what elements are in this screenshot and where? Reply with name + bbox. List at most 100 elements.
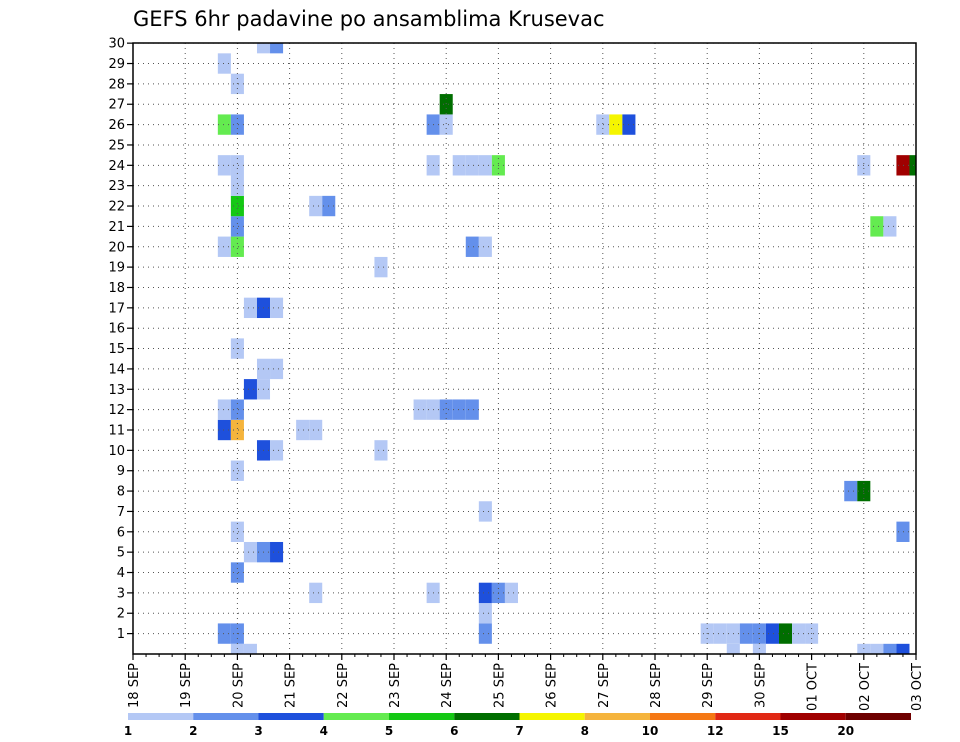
cell-53 bbox=[270, 358, 284, 380]
cell-37 bbox=[270, 440, 284, 461]
cell-65 bbox=[883, 216, 897, 237]
y-tick-label-11: 11 bbox=[108, 424, 125, 439]
cell-55 bbox=[243, 297, 257, 319]
cell-80 bbox=[217, 114, 231, 135]
y-tick-label-19: 19 bbox=[108, 261, 125, 276]
cell-59 bbox=[217, 236, 231, 257]
cell-78 bbox=[896, 155, 910, 176]
x-tick-label-7: 25 SEP bbox=[492, 663, 507, 708]
y-tick-label-13: 13 bbox=[108, 383, 125, 398]
cell-43 bbox=[217, 399, 231, 420]
cell-61 bbox=[465, 236, 479, 257]
cell-66 bbox=[230, 195, 244, 217]
y-tick-label-9: 9 bbox=[117, 464, 125, 479]
cell-44 bbox=[230, 399, 244, 420]
cell-64 bbox=[870, 216, 884, 237]
cell-40 bbox=[230, 419, 244, 441]
cell-2 bbox=[726, 643, 740, 654]
cell-35 bbox=[230, 460, 244, 481]
x-tick-label-3: 21 SEP bbox=[284, 663, 299, 708]
cell-71 bbox=[230, 155, 244, 176]
x-tick-label-11: 29 SEP bbox=[701, 663, 716, 708]
colorbar-label-5: 5 bbox=[385, 724, 393, 738]
cell-14 bbox=[739, 623, 753, 644]
x-tick-label-2: 20 SEP bbox=[231, 663, 246, 708]
x-tick-label-6: 24 SEP bbox=[440, 663, 455, 708]
y-tick-label-5: 5 bbox=[117, 546, 125, 561]
cell-31 bbox=[896, 521, 910, 542]
cell-67 bbox=[309, 195, 323, 217]
colorbar-swatch-3 bbox=[258, 713, 324, 720]
cell-70 bbox=[217, 155, 231, 176]
cell-1 bbox=[243, 643, 257, 654]
x-tick-label-0: 18 SEP bbox=[127, 663, 142, 708]
cell-84 bbox=[596, 114, 610, 135]
colorbar-swatch-8 bbox=[584, 713, 650, 720]
y-tick-label-23: 23 bbox=[108, 179, 125, 194]
cell-47 bbox=[439, 399, 453, 420]
x-axis: 18 SEP 19 SEP 20 SEP 21 SEP 22 SEP 23 SEP 24 S… bbox=[127, 654, 925, 711]
y-tick-label-30: 30 bbox=[108, 37, 125, 52]
cell-89 bbox=[217, 53, 231, 74]
cell-45 bbox=[413, 399, 427, 420]
cell-85 bbox=[609, 114, 623, 135]
y-tick-label-16: 16 bbox=[108, 322, 125, 337]
precipitation-cells bbox=[217, 43, 916, 654]
colorbar-label-3: 3 bbox=[254, 724, 262, 738]
y-tick-label-26: 26 bbox=[108, 118, 125, 133]
x-tick-label-5: 23 SEP bbox=[388, 663, 403, 708]
colorbar-swatch-9 bbox=[650, 713, 716, 720]
y-tick-label-25: 25 bbox=[108, 138, 125, 153]
cell-29 bbox=[270, 541, 284, 563]
cell-74 bbox=[465, 155, 479, 176]
y-tick-label-14: 14 bbox=[108, 362, 125, 377]
colorbar-swatch-11 bbox=[780, 713, 846, 720]
y-axis: 1234567891011121314151617181920212223242… bbox=[108, 37, 133, 642]
x-tick-label-15: 03 OCT bbox=[910, 663, 925, 711]
y-tick-label-21: 21 bbox=[108, 220, 125, 235]
colorbar-label-8: 8 bbox=[581, 724, 589, 738]
colorbar-label-20: 20 bbox=[837, 724, 854, 738]
color-bar: 1 2 3 4 5 6 7 8 10 12 15 20 bbox=[124, 713, 911, 738]
x-tick-label-1: 19 SEP bbox=[179, 663, 194, 708]
y-tick-label-2: 2 bbox=[117, 607, 125, 622]
colorbar-label-1: 1 bbox=[124, 724, 132, 738]
cell-25 bbox=[504, 582, 518, 604]
cell-49 bbox=[465, 399, 479, 420]
cell-10 bbox=[478, 623, 492, 644]
cell-42 bbox=[309, 419, 323, 441]
cell-30 bbox=[230, 521, 244, 542]
colorbar-swatch-12 bbox=[845, 713, 911, 720]
cell-57 bbox=[270, 297, 284, 319]
cell-75 bbox=[478, 155, 492, 176]
cell-60 bbox=[230, 236, 244, 257]
y-tick-label-24: 24 bbox=[108, 159, 125, 174]
y-tick-label-22: 22 bbox=[108, 200, 125, 215]
y-tick-label-6: 6 bbox=[117, 525, 125, 540]
cell-58 bbox=[374, 256, 388, 278]
cell-79 bbox=[909, 155, 916, 176]
x-tick-label-12: 30 SEP bbox=[753, 663, 768, 708]
colorbar-label-15: 15 bbox=[772, 724, 789, 738]
cell-17 bbox=[778, 623, 793, 644]
y-tick-label-17: 17 bbox=[108, 301, 125, 316]
x-tick-label-4: 22 SEP bbox=[336, 663, 351, 708]
y-tick-label-27: 27 bbox=[108, 98, 125, 113]
x-tick-label-8: 26 SEP bbox=[545, 663, 560, 708]
y-tick-label-15: 15 bbox=[108, 342, 125, 357]
x-tick-label-13: 01 OCT bbox=[806, 663, 821, 711]
y-tick-label-4: 4 bbox=[117, 566, 125, 581]
x-tick-label-10: 28 SEP bbox=[649, 663, 664, 708]
cell-7 bbox=[896, 643, 910, 654]
colorbar-label-12: 12 bbox=[707, 724, 724, 738]
cell-39 bbox=[217, 419, 231, 441]
cell-91 bbox=[270, 43, 284, 54]
x-tick-label-9: 27 SEP bbox=[597, 663, 612, 708]
colorbar-label-2: 2 bbox=[189, 724, 197, 738]
cell-32 bbox=[478, 501, 492, 522]
colorbar-label-7: 7 bbox=[515, 724, 523, 738]
cell-27 bbox=[243, 541, 257, 563]
cell-81 bbox=[230, 114, 244, 135]
y-tick-label-28: 28 bbox=[108, 77, 125, 92]
